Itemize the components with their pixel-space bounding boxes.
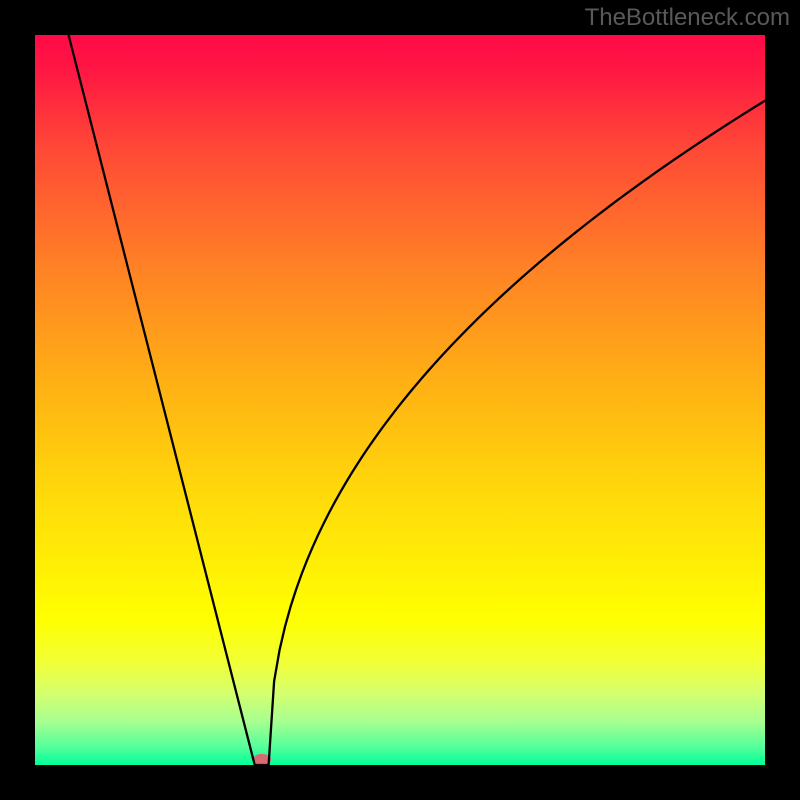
plot-area xyxy=(35,35,765,765)
bottleneck-chart-svg xyxy=(0,0,800,800)
chart-canvas: TheBottleneck.com xyxy=(0,0,800,800)
